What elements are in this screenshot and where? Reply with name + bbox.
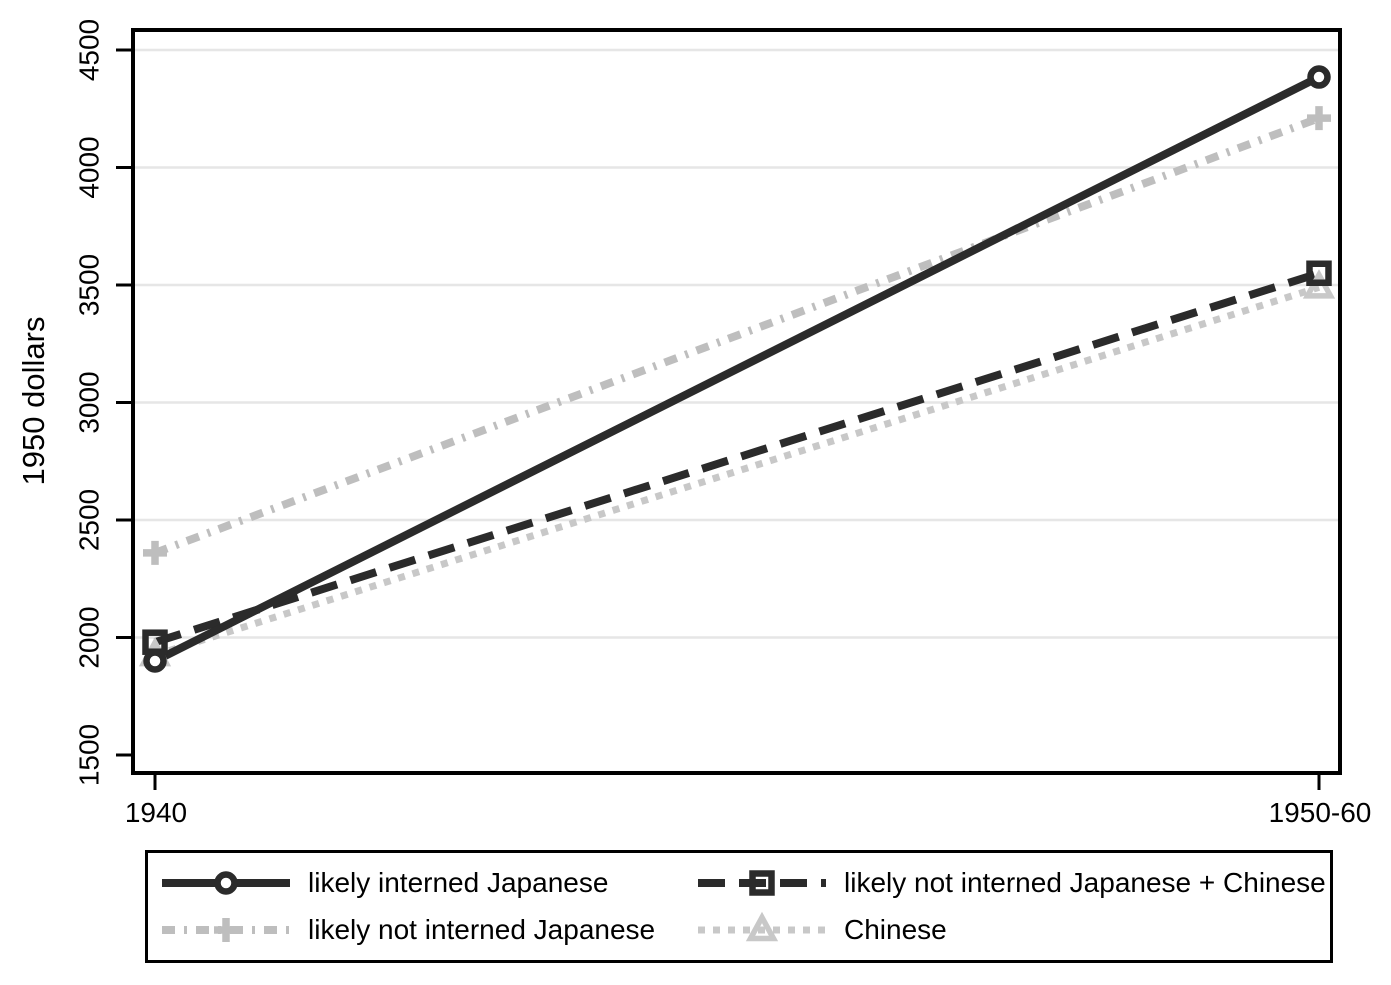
y-tick-label: 4500 — [74, 19, 105, 81]
legend-line-sample-dotted-triangle — [698, 912, 826, 942]
plus-marker — [1307, 106, 1331, 131]
y-tick-label: 3000 — [74, 371, 105, 433]
circle-marker — [143, 649, 167, 673]
y-tick-label: 4000 — [74, 136, 105, 198]
y-axis-title: 1950 dollars — [16, 316, 51, 486]
circle-marker — [1307, 65, 1331, 89]
x-tick-label: 1950-60 — [1269, 797, 1372, 828]
y-tick-label: 2000 — [74, 606, 105, 668]
series-line-dashed — [153, 269, 1321, 647]
legend-item-likely-not-interned-japanese: likely not interned Japanese — [160, 907, 696, 953]
legend-label: Chinese — [844, 914, 947, 946]
y-tick-label: 2500 — [74, 489, 105, 551]
y-tick-label: 1500 — [74, 724, 105, 786]
legend-line-sample-dashdot-plus — [162, 918, 290, 943]
square-marker — [749, 870, 775, 896]
x-tick-label: 1940 — [125, 797, 187, 828]
legend-label: likely not interned Japanese — [308, 914, 656, 946]
legend-item-chinese: Chinese — [696, 907, 1330, 953]
series-line-dash-dot — [153, 114, 1321, 557]
series-line-dotted — [153, 284, 1321, 659]
legend-line-sample-dashed-square — [698, 870, 826, 896]
square-marker — [1306, 260, 1332, 286]
plus-marker — [143, 540, 167, 565]
chart-legend: likely interned Japanese likely not inte… — [145, 850, 1333, 963]
line-chart-canvas: 1500 2000 2500 3000 3500 4000 4500 1940 1950-60 — [74, 19, 1372, 828]
circle-marker — [214, 871, 238, 895]
legend-line-sample-solid-circle — [162, 871, 290, 895]
legend-label: likely not interned Japanese + Chinese — [844, 866, 1326, 898]
legend-item-likely-interned-japanese: likely interned Japanese — [160, 860, 696, 906]
y-tick-label: 3500 — [74, 254, 105, 316]
legend-item-likely-not-interned-japanese-chinese: likely not interned Japanese + Chinese — [696, 860, 1330, 906]
legend-label: likely interned Japanese — [308, 866, 609, 898]
series-line-solid — [153, 73, 1321, 665]
plus-marker — [214, 918, 238, 943]
triangle-marker — [745, 912, 779, 942]
